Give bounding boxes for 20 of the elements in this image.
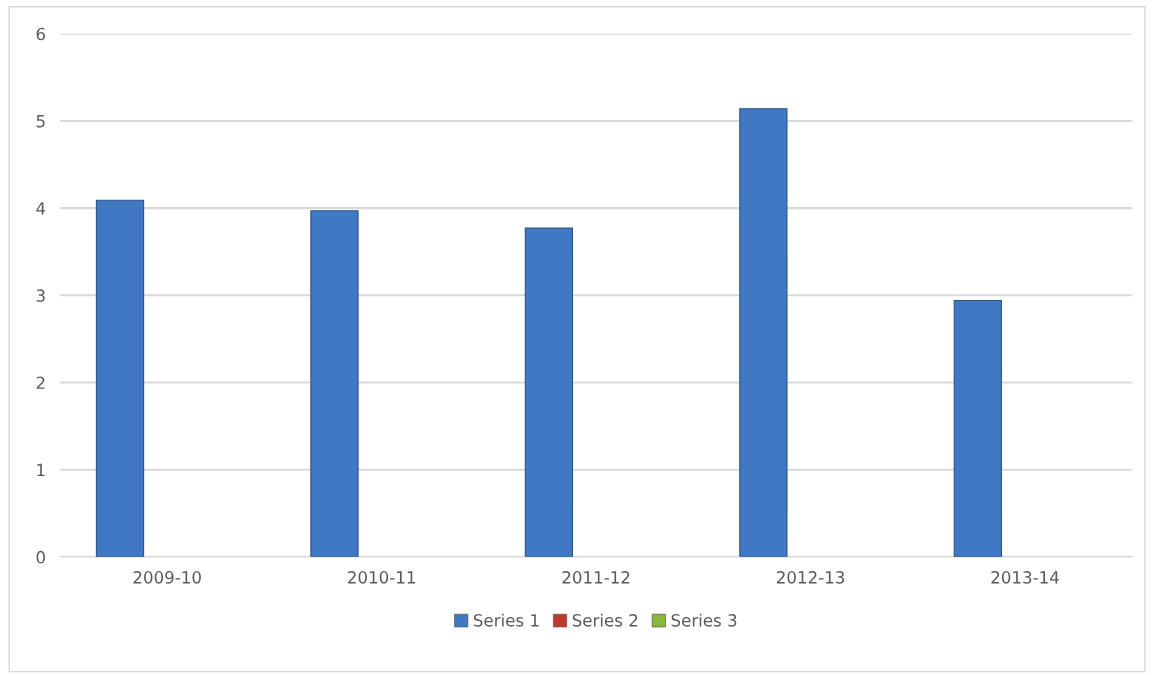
y-tick-label: 6	[36, 27, 46, 41]
y-tick-label: 2	[36, 376, 45, 389]
y-tick-label: 1	[37, 463, 45, 477]
x-tick-label: 2009-10	[133, 571, 201, 584]
legend-label: Series 3	[671, 613, 737, 627]
y-tick-label: 5	[36, 115, 45, 128]
y-tick-label: 0	[36, 550, 45, 564]
legend-label: Series 1	[473, 613, 539, 627]
x-tick-label: 2010-11	[348, 571, 415, 584]
x-tick-label: 2012-13	[776, 571, 845, 584]
bar	[739, 108, 788, 557]
y-tick-label: 4	[36, 202, 46, 215]
bar	[524, 227, 574, 557]
bar	[95, 199, 145, 557]
bar	[310, 210, 359, 557]
bar	[953, 299, 1002, 557]
legend-label: Series 2	[572, 613, 638, 627]
y-tick-label: 3	[36, 289, 45, 302]
x-tick-label: 2013-14	[991, 571, 1059, 584]
x-tick-label: 2011-12	[562, 571, 630, 584]
